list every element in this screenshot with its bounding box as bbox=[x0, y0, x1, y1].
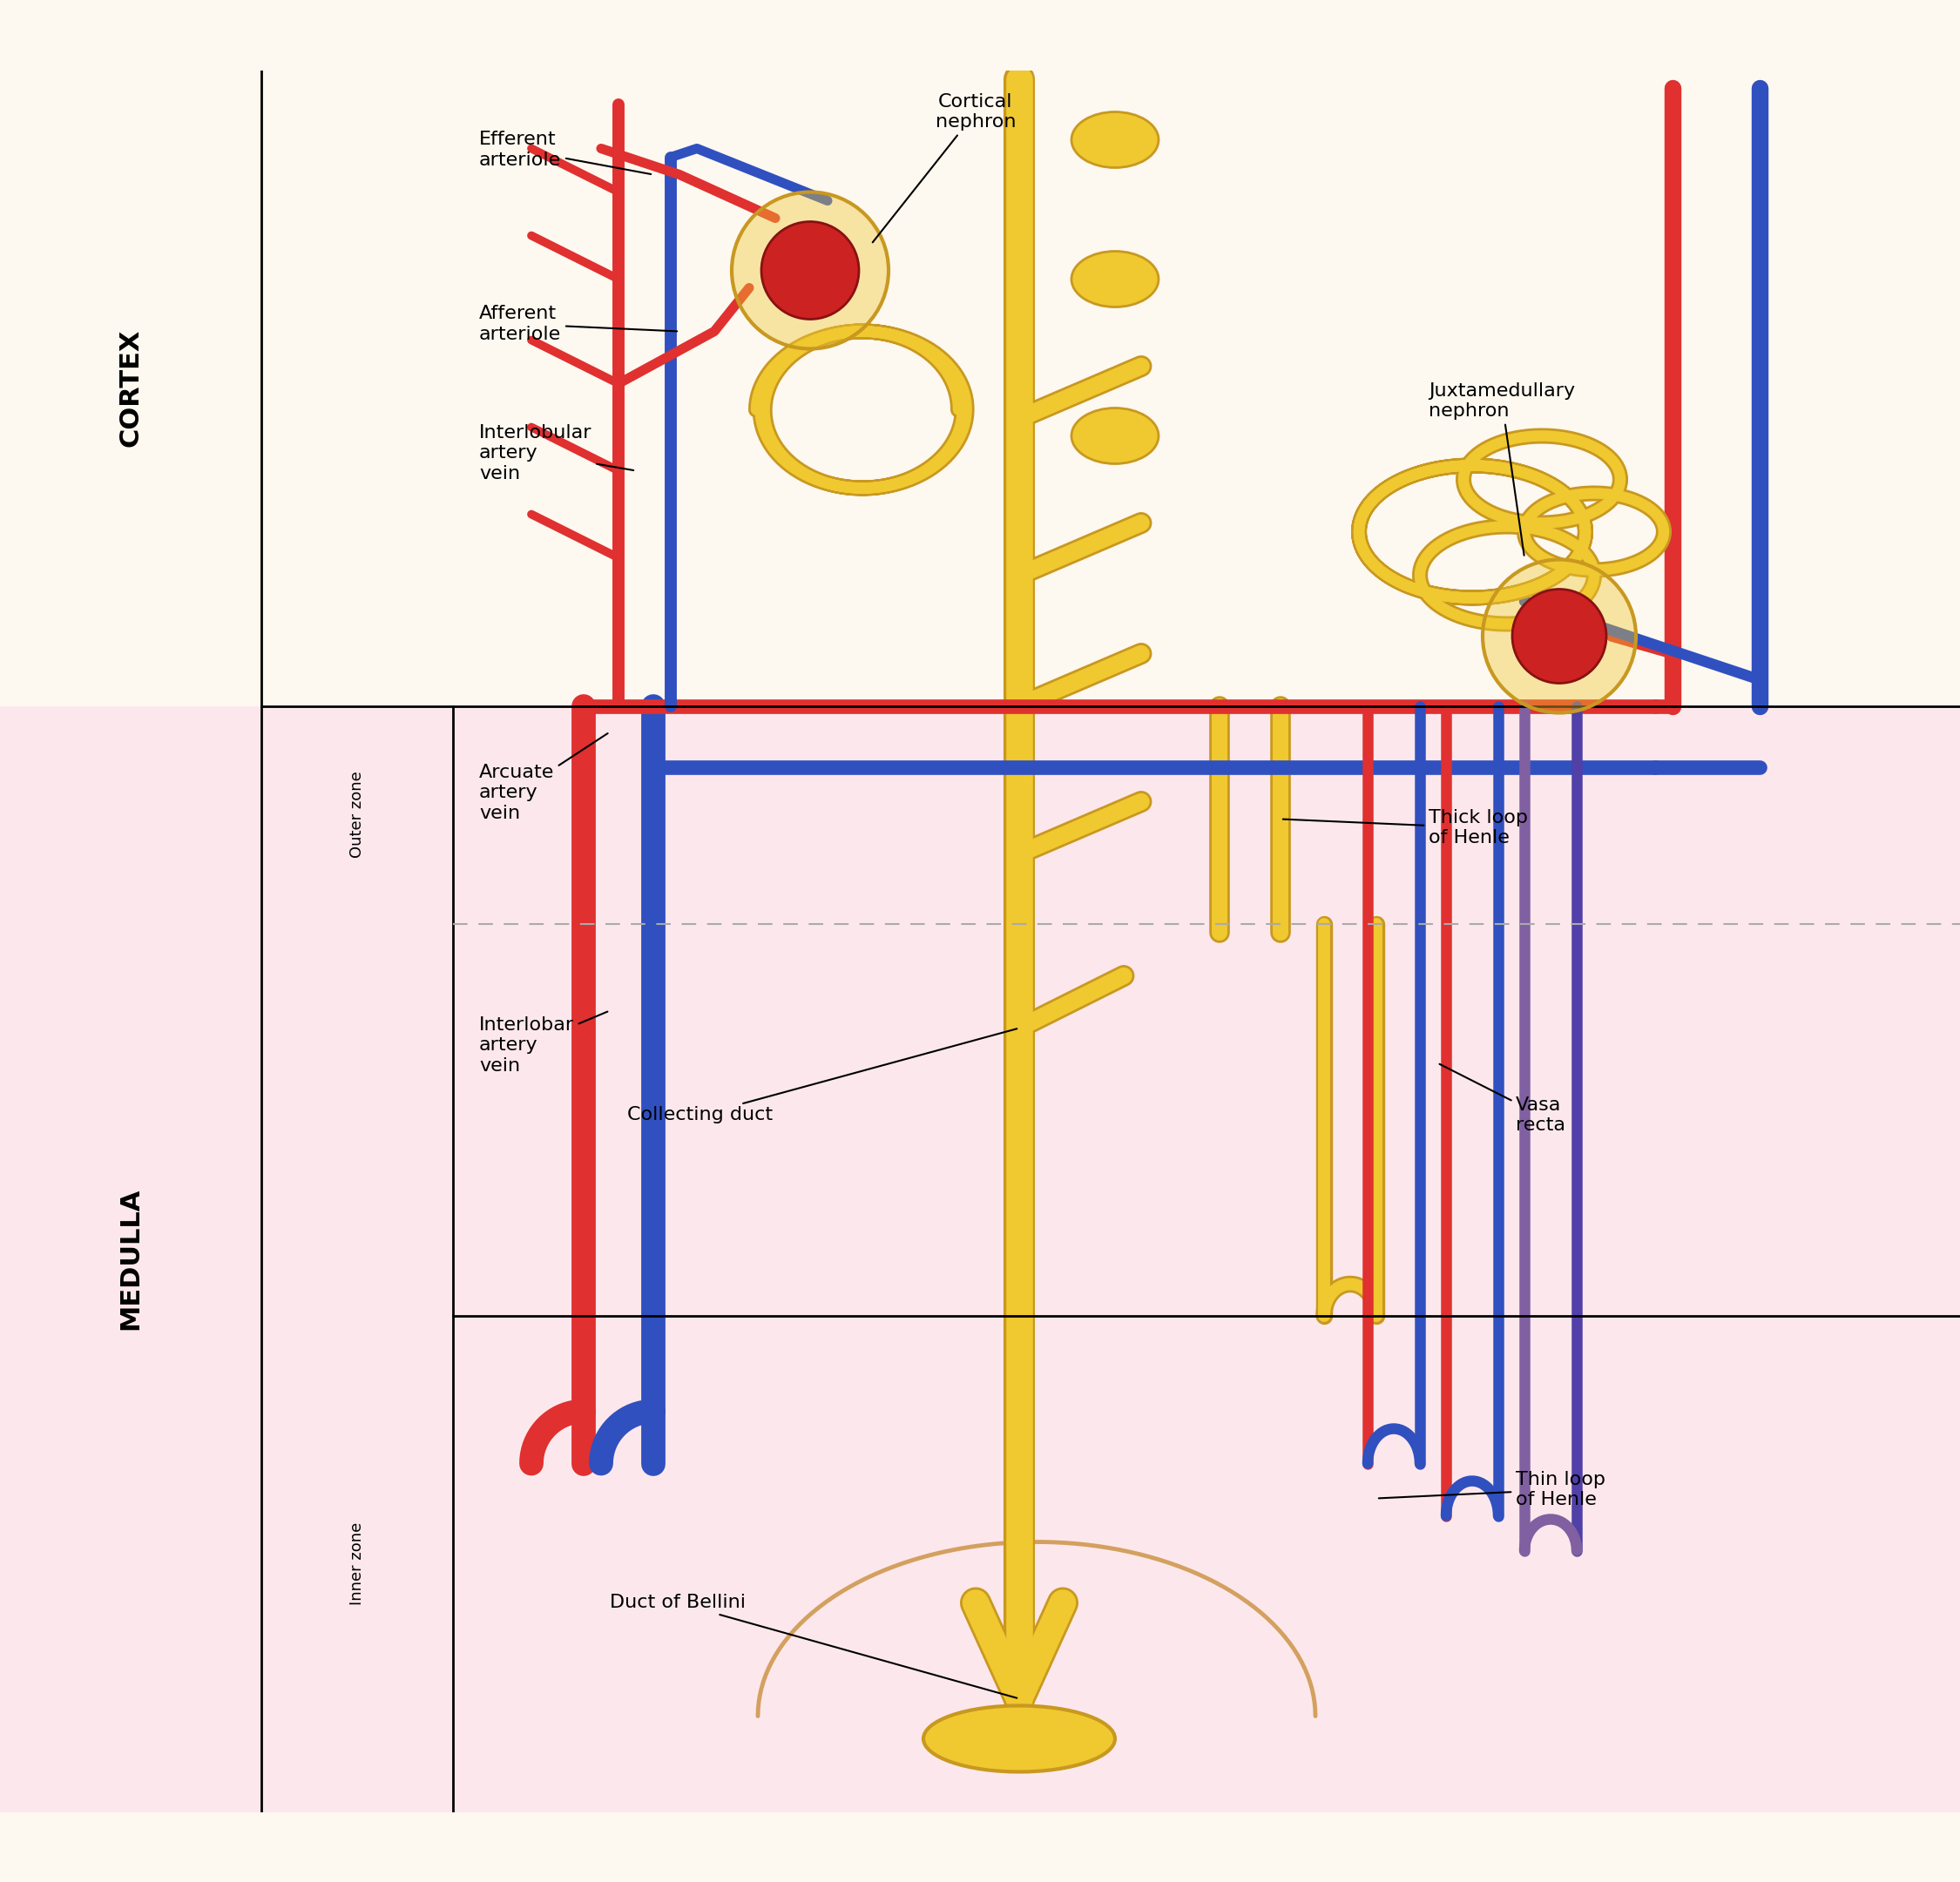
Text: Collecting duct: Collecting duct bbox=[627, 1029, 1017, 1124]
Circle shape bbox=[731, 192, 888, 348]
Text: Efferent
arteriole: Efferent arteriole bbox=[478, 132, 651, 175]
Text: CORTEX: CORTEX bbox=[118, 329, 143, 446]
Text: Interlobular
artery
vein: Interlobular artery vein bbox=[478, 423, 633, 482]
Circle shape bbox=[1513, 589, 1607, 683]
Text: Arcuate
artery
vein: Arcuate artery vein bbox=[478, 734, 608, 822]
Text: Interlobar
artery
vein: Interlobar artery vein bbox=[478, 1013, 608, 1075]
Text: Juxtamedullary
nephron: Juxtamedullary nephron bbox=[1429, 382, 1576, 555]
Text: MEDULLA: MEDULLA bbox=[118, 1188, 143, 1331]
Text: Thin loop
of Henle: Thin loop of Henle bbox=[1378, 1472, 1605, 1509]
Ellipse shape bbox=[1072, 111, 1158, 167]
Text: Thick loop
of Henle: Thick loop of Henle bbox=[1284, 809, 1529, 847]
Bar bbox=[0, 706, 1960, 1812]
Text: Cortical
nephron: Cortical nephron bbox=[872, 94, 1015, 243]
Ellipse shape bbox=[1072, 408, 1158, 463]
Text: Inner zone: Inner zone bbox=[349, 1523, 365, 1605]
Text: Outer zone: Outer zone bbox=[349, 772, 365, 858]
Circle shape bbox=[760, 222, 858, 320]
Text: Duct of Bellini: Duct of Bellini bbox=[610, 1594, 1017, 1698]
Text: Afferent
arteriole: Afferent arteriole bbox=[478, 305, 676, 343]
Ellipse shape bbox=[923, 1705, 1115, 1771]
Ellipse shape bbox=[1072, 252, 1158, 307]
Text: Vasa
recta: Vasa recta bbox=[1439, 1063, 1566, 1135]
Bar bbox=[0, 70, 1960, 706]
Circle shape bbox=[1482, 559, 1637, 713]
